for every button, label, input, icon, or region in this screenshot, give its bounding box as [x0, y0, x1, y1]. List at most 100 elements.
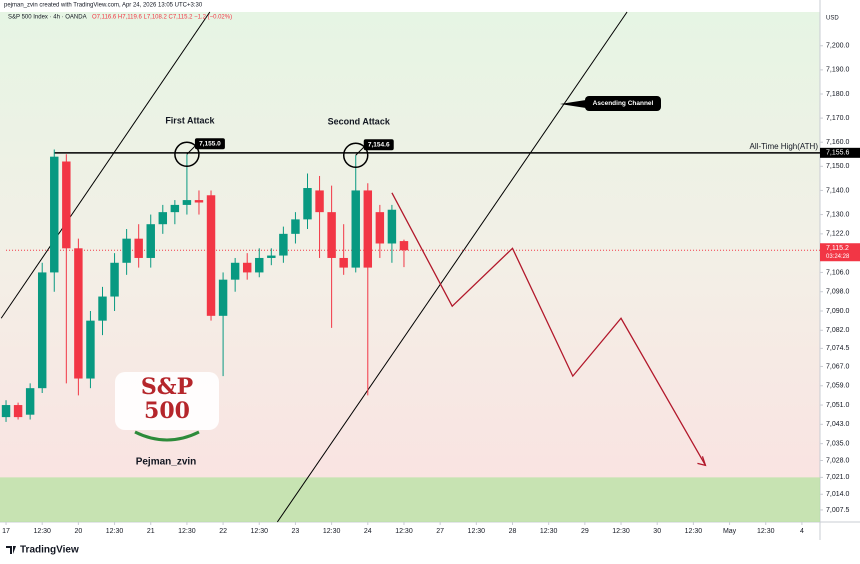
- channel-label-box: [585, 96, 661, 111]
- x-tick-label: 20: [74, 528, 82, 535]
- candle-body: [351, 190, 360, 268]
- candle-body: [267, 255, 276, 258]
- candle-body: [50, 156, 59, 273]
- y-tick-label: 7,170.0: [826, 115, 849, 122]
- candle-body: [182, 200, 192, 205]
- candle-body: [98, 296, 107, 321]
- candle-body: [279, 233, 288, 256]
- x-tick-label: 12:30: [540, 528, 558, 535]
- candle-body: [230, 262, 240, 280]
- candle-body: [25, 388, 35, 415]
- candle-body: [37, 272, 47, 389]
- candle-body: [291, 219, 300, 234]
- y-tick-label: 7,090.0: [826, 308, 849, 315]
- chart-layer: 7,200.0 7,190.0 7,180.0 7,170.0 7,160.0 7,150…: [0, 11, 860, 535]
- channel-label-pointer: [560, 100, 586, 108]
- candle-body: [218, 279, 228, 316]
- y-tick-label: 7,074.5: [826, 345, 849, 352]
- x-tick-label: 4: [800, 528, 804, 535]
- y-tick-label: 7,067.0: [826, 363, 849, 370]
- candle-body: [315, 190, 324, 213]
- channel-label: Ascending Channel: [593, 100, 654, 107]
- plot-background: [0, 12, 820, 522]
- x-tick-label: 17: [2, 528, 10, 535]
- y-tick-label: 7,180.0: [826, 91, 849, 98]
- x-tick-label: 27: [436, 528, 444, 535]
- y-tick-label: 7,043.0: [826, 421, 849, 428]
- y-tick-label: 7,150.0: [826, 163, 849, 170]
- y-tick-label: 7,028.0: [826, 457, 849, 464]
- ath-price-box: [820, 147, 860, 158]
- ath-price-label: 7,155.6: [826, 150, 849, 157]
- x-tick-label: 29: [581, 528, 589, 535]
- candle-body: [13, 405, 23, 418]
- demand-zone: [0, 477, 820, 522]
- candle-body: [1, 405, 11, 418]
- candle-body: [255, 257, 264, 273]
- attack-text: Second Attack: [328, 117, 391, 127]
- y-tick-label: 7,190.0: [826, 67, 849, 74]
- y-tick-label: 7,160.0: [826, 139, 849, 146]
- candle-body: [170, 204, 180, 213]
- ath-text: All-Time High(ATH): [750, 142, 819, 151]
- attack-price: 7,155.0: [199, 140, 221, 147]
- logo-line2: 500: [144, 398, 190, 424]
- x-tick-label: 12:30: [757, 528, 775, 535]
- logo-author: Pejman_zvin: [136, 457, 197, 468]
- candle-body: [387, 209, 397, 244]
- candle-body: [303, 188, 312, 220]
- y-tick-label: 7,021.0: [826, 474, 849, 481]
- candle-body: [110, 262, 119, 297]
- attack-circle: [174, 141, 200, 168]
- logo-line1: S&P: [141, 374, 193, 400]
- candle-body: [194, 200, 204, 203]
- last-price-box: [820, 243, 860, 262]
- y-tick-label: 7,122.0: [826, 231, 849, 238]
- x-tick-label: 12:30: [685, 528, 703, 535]
- x-tick-label: 12:30: [612, 528, 630, 535]
- candle-body: [339, 257, 348, 268]
- candle-body: [206, 195, 216, 316]
- candle-body: [399, 241, 409, 251]
- y-tick-label: 7,051.0: [826, 402, 849, 409]
- logo-card: [115, 372, 219, 430]
- candle-body: [74, 248, 83, 379]
- candle-body: [158, 212, 168, 225]
- attack-box: [194, 138, 225, 150]
- candle-body: [146, 224, 155, 258]
- x-tick-label: 12:30: [250, 528, 268, 535]
- candle-body: [134, 238, 143, 258]
- x-tick-label: May: [723, 528, 737, 535]
- channel-line: [276, 11, 628, 523]
- currency: USD: [826, 16, 839, 22]
- x-tick-label: 23: [292, 528, 300, 535]
- credit: pejman_zvin created with TradingView.com…: [4, 3, 203, 9]
- x-tick-label: 24: [364, 528, 372, 535]
- candle-body: [122, 238, 131, 263]
- x-tick-label: 22: [219, 528, 227, 535]
- ohlc: O7,116.6 H7,119.6 L7,108.2 C7,115.2 −1.2…: [92, 15, 232, 21]
- x-tick-label: 12:30: [106, 528, 124, 535]
- attack-price: 7,154.6: [368, 141, 390, 148]
- x-tick-label: 21: [147, 528, 155, 535]
- x-tick-label: 12:30: [178, 528, 196, 535]
- brand-logo: [6, 546, 16, 554]
- projection-path: [391, 192, 707, 466]
- x-tick-label: 12:30: [323, 528, 341, 535]
- y-tick-label: 7,059.0: [826, 383, 849, 390]
- y-tick-label: 7,140.0: [826, 187, 849, 194]
- candle-body: [375, 212, 385, 244]
- last-price-label: 7,115.2: [826, 245, 849, 252]
- attack-circle: [342, 142, 369, 168]
- x-tick-label: 12:30: [468, 528, 486, 535]
- symbol: S&P 500 Index · 4h · OANDA: [8, 15, 87, 21]
- attack-box: [363, 139, 394, 151]
- countdown: 03:24:28: [826, 254, 850, 260]
- candle-body: [86, 320, 95, 379]
- channel-line: [0, 11, 211, 319]
- x-tick-label: 30: [653, 528, 661, 535]
- x-tick-label: 28: [509, 528, 517, 535]
- candle-body: [327, 212, 336, 258]
